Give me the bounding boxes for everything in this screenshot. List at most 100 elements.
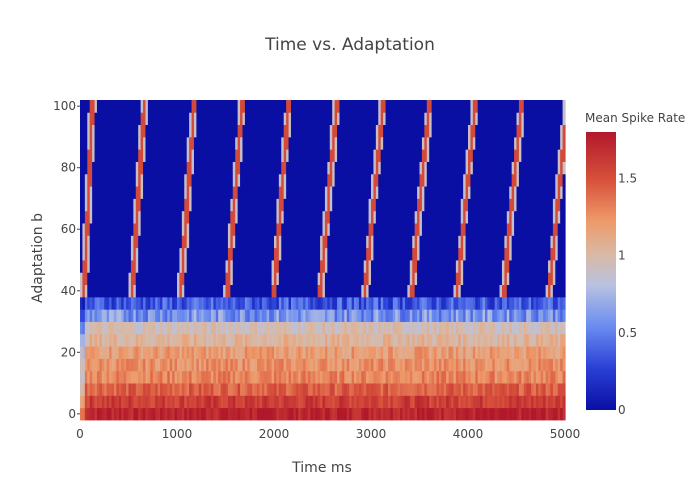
heatmap-cell	[160, 173, 164, 187]
heatmap-cell	[80, 296, 84, 310]
heatmap-cell	[223, 260, 227, 273]
heatmap-cell	[516, 235, 520, 249]
heatmap-cell	[271, 321, 275, 335]
heatmap-cell	[431, 124, 435, 138]
heatmap-cell	[257, 198, 261, 212]
heatmap-cell	[249, 284, 253, 298]
heatmap-cell	[472, 358, 476, 372]
heatmap-cell	[523, 136, 527, 150]
heatmap-cell	[533, 235, 537, 249]
heatmap-cell	[172, 136, 176, 150]
heatmap-cell	[487, 284, 491, 298]
heatmap-cell	[458, 395, 462, 409]
heatmap-cell	[378, 112, 382, 126]
heatmap-cell	[392, 136, 396, 150]
heatmap-cell	[157, 161, 161, 175]
heatmap-cell	[429, 383, 433, 396]
heatmap-cell	[548, 358, 552, 372]
heatmap-cell	[451, 309, 455, 322]
heatmap-cell	[196, 198, 200, 212]
heatmap-cell	[453, 284, 457, 298]
heatmap-cell	[407, 112, 411, 126]
heatmap-cell	[504, 383, 508, 396]
heatmap-cell	[150, 247, 154, 261]
heatmap-cell	[160, 247, 164, 261]
heatmap-cell	[201, 186, 205, 199]
heatmap-cell	[472, 395, 476, 409]
heatmap-cell	[310, 284, 314, 298]
heatmap-cell	[463, 210, 467, 224]
heatmap-cell	[375, 210, 379, 224]
heatmap-cell	[402, 260, 406, 273]
heatmap-cell	[312, 223, 316, 236]
heatmap-cell	[329, 210, 333, 224]
heatmap-cell	[157, 112, 161, 126]
heatmap-cell	[417, 296, 421, 310]
heatmap-cell	[349, 210, 353, 224]
heatmap-cell	[417, 161, 421, 175]
heatmap-cell	[438, 260, 442, 273]
heatmap-cell	[266, 383, 270, 396]
heatmap-cell	[501, 210, 505, 224]
heatmap-cell	[191, 161, 195, 175]
heatmap-cell	[429, 284, 433, 298]
heatmap-cell	[189, 235, 193, 249]
heatmap-cell	[203, 136, 207, 150]
heatmap-cell	[191, 235, 195, 249]
heatmap-cell	[409, 136, 413, 150]
heatmap-cell	[460, 124, 464, 138]
heatmap-cell	[172, 407, 176, 421]
heatmap-cell	[276, 260, 280, 273]
heatmap-cell	[261, 260, 265, 273]
heatmap-cell	[157, 346, 161, 359]
heatmap-cell	[96, 309, 100, 322]
heatmap-cell	[407, 260, 411, 273]
heatmap-cell	[334, 333, 338, 347]
heatmap-cell	[426, 309, 430, 322]
heatmap-cell	[92, 186, 96, 199]
heatmap-cell	[358, 383, 362, 396]
heatmap-cell	[363, 383, 367, 396]
heatmap-cell	[126, 161, 130, 175]
heatmap-cell	[179, 235, 183, 249]
heatmap-cell	[550, 296, 554, 310]
heatmap-cell	[540, 136, 544, 150]
heatmap-cell	[455, 260, 459, 273]
heatmap-cell	[402, 247, 406, 261]
heatmap-cell	[259, 260, 263, 273]
heatmap-cell	[516, 321, 520, 335]
heatmap-cell	[257, 124, 261, 138]
heatmap-cell	[501, 124, 505, 138]
heatmap-cell	[150, 210, 154, 224]
heatmap-cell	[278, 370, 282, 384]
heatmap-cell	[465, 124, 469, 138]
heatmap-cell	[82, 186, 86, 199]
heatmap-cell	[380, 247, 384, 261]
heatmap-cell	[215, 296, 219, 310]
heatmap-cell	[191, 346, 195, 359]
heatmap-cell	[109, 235, 113, 249]
heatmap-cell	[203, 186, 207, 199]
heatmap-cell	[344, 309, 348, 322]
heatmap-cell	[184, 260, 188, 273]
heatmap-cell	[184, 309, 188, 322]
heatmap-cell	[264, 272, 268, 286]
heatmap-cell	[249, 296, 253, 310]
heatmap-cell	[555, 395, 559, 409]
heatmap-cell	[101, 333, 105, 347]
heatmap-cell	[143, 223, 147, 236]
heatmap-cell	[557, 395, 561, 409]
heatmap-cell	[453, 346, 457, 359]
heatmap-cell	[80, 124, 84, 138]
heatmap-cell	[528, 198, 532, 212]
heatmap-cell	[293, 383, 297, 396]
heatmap-cell	[235, 346, 239, 359]
heatmap-cell	[460, 198, 464, 212]
heatmap-cell	[334, 186, 338, 199]
heatmap-cell	[113, 149, 117, 162]
heatmap-cell	[266, 186, 270, 199]
heatmap-cell	[109, 370, 113, 384]
heatmap-cell	[186, 210, 190, 224]
heatmap-cell	[87, 260, 91, 273]
heatmap-cell	[521, 186, 525, 199]
